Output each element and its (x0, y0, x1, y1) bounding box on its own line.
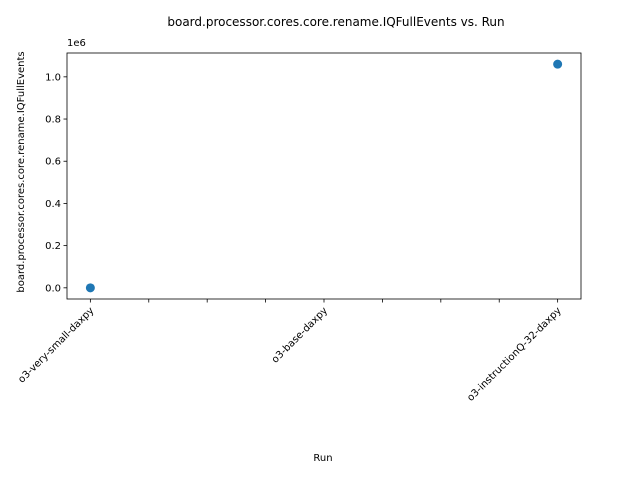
plot-frame (66, 52, 582, 300)
y-offset-label: 1e6 (67, 38, 86, 49)
scatter-point (85, 283, 95, 293)
chart-title: board.processor.cores.core.rename.IQFull… (167, 15, 504, 29)
x-axis-label: Run (313, 453, 332, 464)
data-points (85, 59, 563, 293)
y-tick-label: 0.6 (45, 157, 61, 168)
y-axis-label: board.processor.cores.core.rename.IQFull… (16, 51, 27, 292)
y-tick-label: 0.2 (45, 241, 61, 252)
scatter-point (553, 59, 563, 69)
y-tick-label: 0.0 (45, 283, 61, 294)
y-tick-label: 0.8 (45, 115, 61, 126)
y-tick-label: 1.0 (45, 72, 61, 83)
y-tick-label: 0.4 (45, 199, 61, 210)
